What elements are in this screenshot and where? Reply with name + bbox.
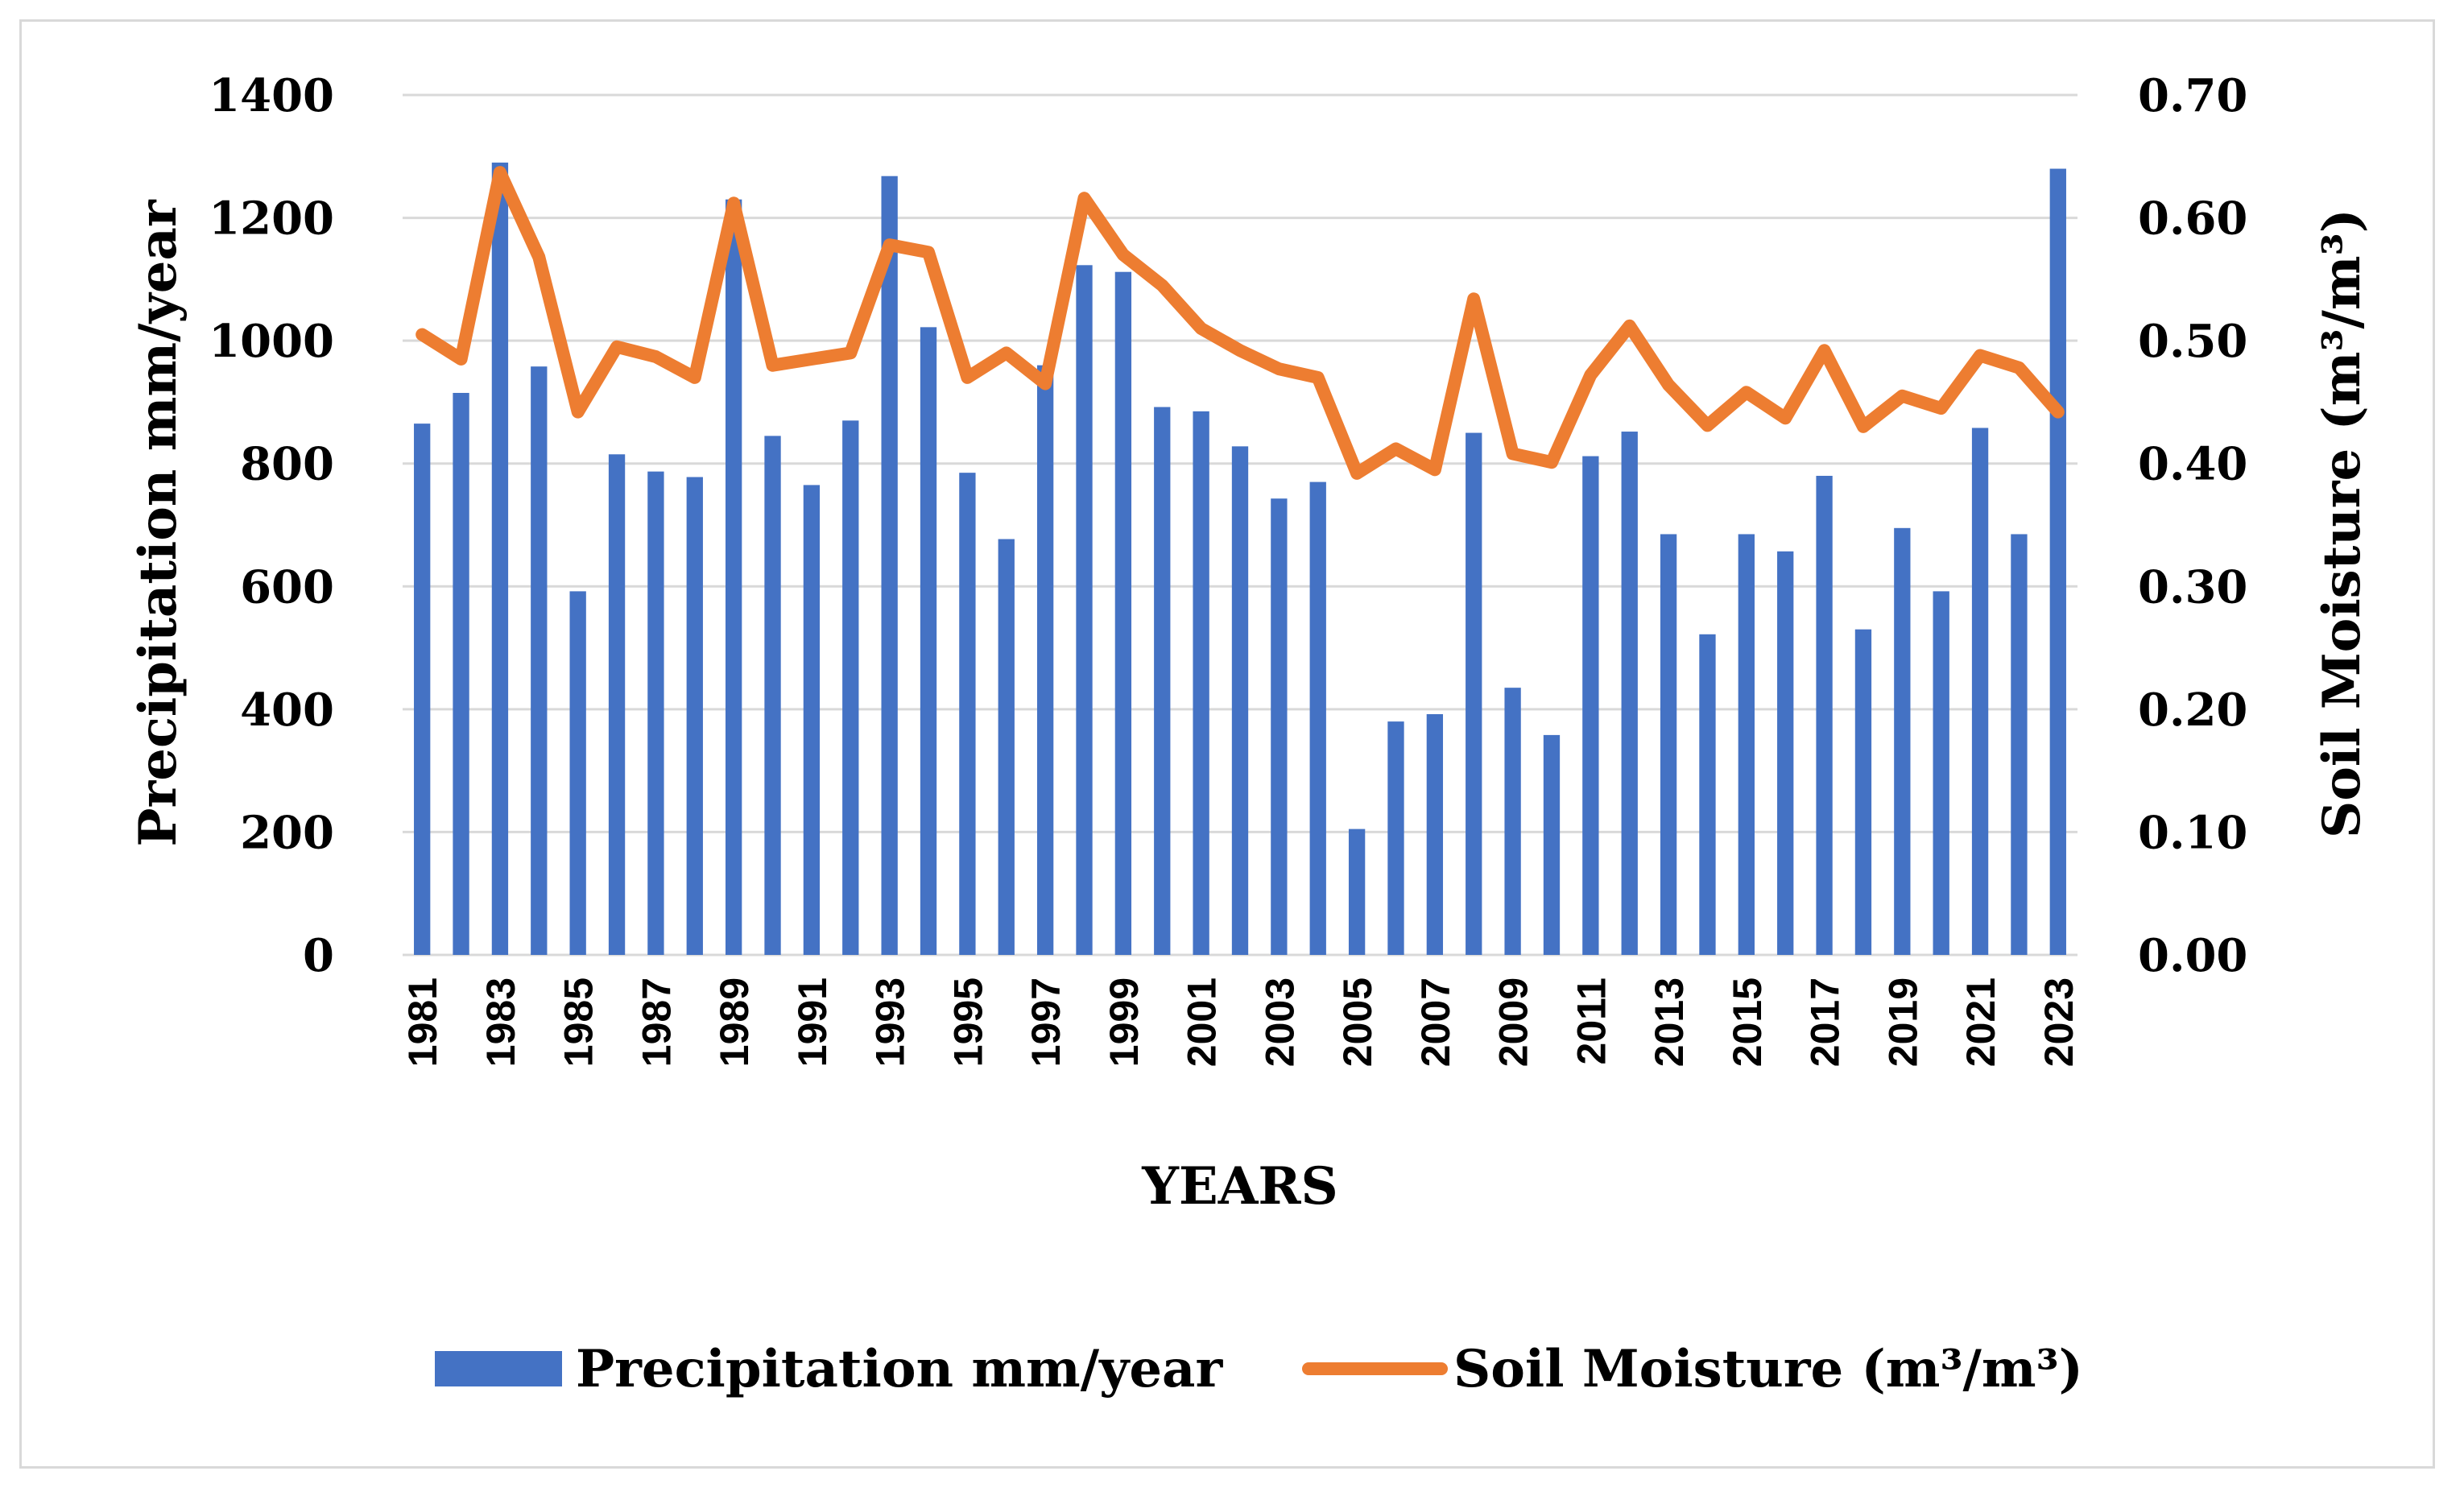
y-tick-label: 1400 [209, 69, 334, 122]
x-tick-label: 2017 [1803, 977, 1848, 1067]
y-tick-label: 200 [240, 806, 334, 859]
bar-2020 [1933, 591, 1949, 955]
precipitation-bars [414, 162, 2066, 956]
y-tick-label: 600 [240, 560, 334, 614]
x-tick-label: 1985 [556, 977, 602, 1067]
bar-1982 [453, 392, 469, 955]
y2-tick-label: 0.40 [2138, 438, 2247, 491]
y-tick-label: 0 [303, 929, 334, 982]
bar-1997 [1036, 365, 1054, 956]
x-axis-ticks: 1981 1983 1985 1987 1989 1991 1993 1995 1997 1999… [400, 977, 2082, 1067]
bar-1986 [608, 454, 626, 955]
x-tick-label: 2009 [1491, 977, 1536, 1067]
bar-2013 [1660, 534, 1677, 955]
x-tick-label: 2023 [2036, 977, 2082, 1067]
bar-2018 [1854, 629, 1872, 955]
x-tick-label: 1995 [945, 977, 990, 1067]
bar-2012 [1621, 432, 1638, 955]
y-axis-title: Precipitation mm/year [128, 199, 188, 847]
y2-tick-label: 0.00 [2138, 929, 2247, 982]
x-tick-label: 2005 [1335, 977, 1380, 1067]
bar-1981 [414, 424, 431, 955]
bar-2010 [1543, 734, 1561, 955]
x-tick-label: 1993 [868, 977, 913, 1067]
bar-1984 [531, 366, 548, 955]
x-axis-title: YEARS [1141, 1156, 1338, 1217]
bar-2011 [1582, 456, 1599, 955]
legend: Precipitation mm/year Soil Moisture (m³/… [435, 1339, 2083, 1399]
y-tick-label: 400 [240, 684, 334, 737]
y2-tick-label: 0.60 [2138, 192, 2247, 246]
soil-moisture-line [415, 166, 2065, 480]
bar-2007 [1426, 713, 1444, 955]
y-tick-label: 1000 [209, 315, 334, 368]
bar-2021 [1971, 428, 1989, 955]
bar-2002 [1231, 446, 1249, 955]
bar-2003 [1271, 498, 1288, 955]
bar-1999 [1114, 271, 1132, 955]
x-tick-label: 2021 [1958, 977, 2003, 1067]
soil-moisture-line-group [415, 166, 2065, 480]
x-tick-label: 1983 [478, 977, 523, 1067]
x-tick-label: 1987 [634, 977, 679, 1067]
y2-tick-label: 0.20 [2138, 684, 2247, 737]
left-axis-ticks: 0 200 400 600 800 1000 1200 1400 [209, 69, 334, 982]
bar-2015 [1738, 534, 1755, 955]
y2-tick-label: 0.10 [2138, 806, 2247, 859]
legend-swatch-precipitation [435, 1351, 562, 1386]
bar-2006 [1387, 721, 1404, 955]
bar-1988 [686, 477, 703, 955]
bar-2014 [1699, 634, 1716, 955]
bar-2022 [2011, 534, 2028, 955]
y2-axis-title: Soil Moisture (m³/m³) [2312, 209, 2372, 838]
bar-1991 [803, 485, 821, 955]
bar-2009 [1504, 688, 1521, 955]
x-tick-label: 1997 [1023, 977, 1069, 1067]
right-axis-ticks: 0.00 0.10 0.20 0.30 0.40 0.50 0.60 0.70 [2138, 69, 2247, 982]
legend-label-precipitation: Precipitation mm/year [576, 1339, 1224, 1399]
bar-2017 [1816, 475, 1833, 955]
x-tick-label: 2011 [1569, 977, 1614, 1064]
bar-1993 [881, 176, 898, 955]
x-tick-label: 1989 [712, 977, 757, 1067]
x-tick-label: 2019 [1880, 977, 1925, 1067]
y-tick-label: 1200 [209, 192, 334, 246]
bar-1990 [764, 436, 781, 955]
bar-2001 [1193, 411, 1209, 955]
bar-2023 [2049, 168, 2066, 956]
legend-label-soil-moisture: Soil Moisture (m³/m³) [1453, 1339, 2083, 1399]
y2-tick-label: 0.30 [2138, 560, 2247, 614]
bar-1989 [726, 199, 742, 955]
bar-1996 [998, 539, 1015, 955]
x-tick-label: 1999 [1102, 977, 1147, 1067]
x-tick-label: 2003 [1257, 977, 1302, 1067]
bar-1983 [491, 162, 509, 955]
bar-2005 [1348, 829, 1366, 955]
bar-1992 [842, 420, 859, 955]
x-tick-label: 2013 [1647, 977, 1692, 1067]
x-tick-label: 1981 [400, 977, 445, 1067]
bar-1994 [920, 327, 937, 955]
bar-2019 [1894, 527, 1911, 955]
x-tick-label: 1991 [790, 977, 835, 1067]
bar-1995 [959, 473, 976, 955]
x-tick-label: 2015 [1725, 977, 1770, 1067]
x-tick-label: 2007 [1413, 977, 1458, 1067]
bar-1985 [569, 591, 586, 955]
y2-tick-label: 0.50 [2138, 315, 2247, 368]
bar-2016 [1777, 551, 1794, 955]
y2-tick-label: 0.70 [2138, 69, 2247, 122]
bar-2000 [1154, 407, 1171, 955]
x-tick-label: 2001 [1180, 977, 1225, 1067]
bar-2008 [1466, 432, 1482, 955]
bar-2004 [1309, 481, 1326, 955]
y-tick-label: 800 [240, 438, 334, 491]
bar-1987 [647, 471, 664, 955]
bar-1998 [1076, 265, 1093, 956]
